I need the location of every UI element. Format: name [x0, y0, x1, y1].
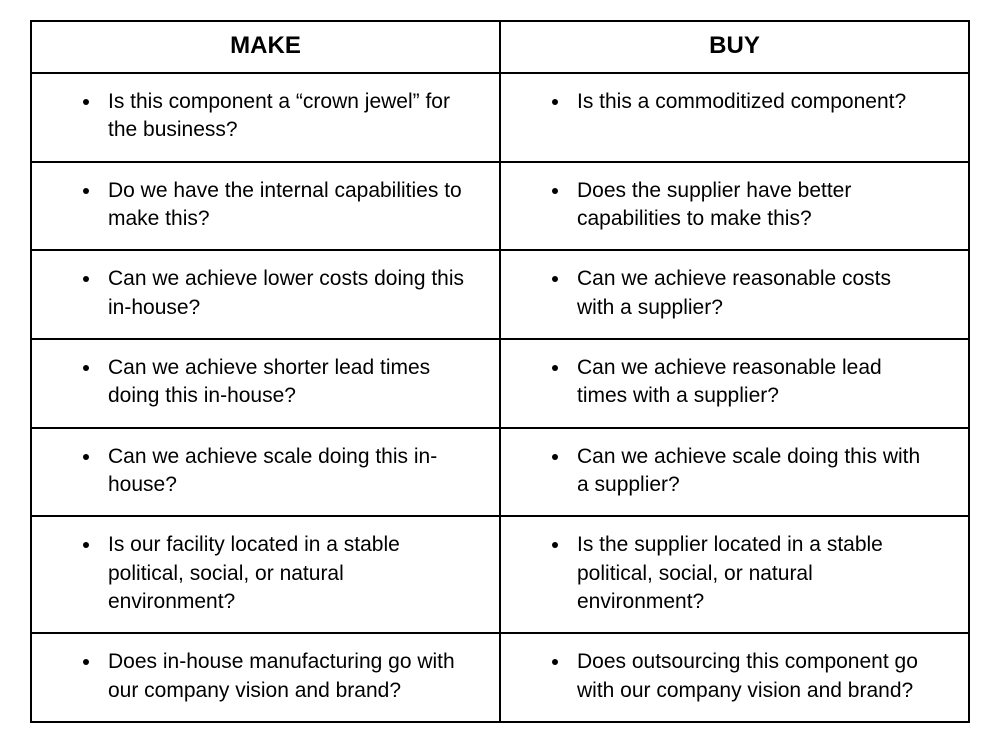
column-header-buy: BUY	[500, 21, 969, 73]
make-cell: Does in-house manufacturing go with our …	[31, 633, 500, 722]
make-bullet-list: Can we achieve lower costs doing this in…	[56, 265, 475, 322]
make-cell: Can we achieve lower costs doing this in…	[31, 250, 500, 339]
buy-cell: Can we achieve reasonable lead times wit…	[500, 339, 969, 428]
make-bullet-list: Is our facility located in a stable poli…	[56, 531, 475, 616]
list-item: Can we achieve scale doing this in-house…	[102, 443, 475, 500]
buy-cell: Is the supplier located in a stable poli…	[500, 516, 969, 633]
table-row: Do we have the internal capabilities to …	[31, 162, 969, 251]
list-item: Is our facility located in a stable poli…	[102, 531, 475, 616]
make-cell: Is our facility located in a stable poli…	[31, 516, 500, 633]
buy-bullet-list: Does outsourcing this component go with …	[525, 648, 944, 705]
list-item: Does in-house manufacturing go with our …	[102, 648, 475, 705]
buy-cell: Can we achieve scale doing this with a s…	[500, 428, 969, 517]
list-item: Does outsourcing this component go with …	[571, 648, 944, 705]
make-bullet-list: Is this component a “crown jewel” for th…	[56, 88, 475, 145]
table-header-row: MAKE BUY	[31, 21, 969, 73]
table-row: Is our facility located in a stable poli…	[31, 516, 969, 633]
table-row: Can we achieve shorter lead times doing …	[31, 339, 969, 428]
make-cell: Can we achieve shorter lead times doing …	[31, 339, 500, 428]
list-item: Can we achieve shorter lead times doing …	[102, 354, 475, 411]
buy-bullet-list: Is this a commoditized component?	[525, 88, 944, 116]
column-header-make: MAKE	[31, 21, 500, 73]
table-row: Does in-house manufacturing go with our …	[31, 633, 969, 722]
list-item: Is this component a “crown jewel” for th…	[102, 88, 475, 145]
list-item: Is the supplier located in a stable poli…	[571, 531, 944, 616]
list-item: Is this a commoditized component?	[571, 88, 944, 116]
make-bullet-list: Can we achieve shorter lead times doing …	[56, 354, 475, 411]
buy-bullet-list: Does the supplier have better capabiliti…	[525, 177, 944, 234]
list-item: Can we achieve reasonable lead times wit…	[571, 354, 944, 411]
buy-cell: Does the supplier have better capabiliti…	[500, 162, 969, 251]
buy-cell: Is this a commoditized component?	[500, 73, 969, 162]
list-item: Does the supplier have better capabiliti…	[571, 177, 944, 234]
make-bullet-list: Do we have the internal capabilities to …	[56, 177, 475, 234]
buy-cell: Can we achieve reasonable costs with a s…	[500, 250, 969, 339]
list-item: Do we have the internal capabilities to …	[102, 177, 475, 234]
page: MAKE BUY Is this component a “crown jewe…	[0, 0, 1000, 743]
buy-bullet-list: Can we achieve reasonable costs with a s…	[525, 265, 944, 322]
list-item: Can we achieve scale doing this with a s…	[571, 443, 944, 500]
buy-bullet-list: Can we achieve scale doing this with a s…	[525, 443, 944, 500]
table-row: Can we achieve scale doing this in-house…	[31, 428, 969, 517]
make-cell: Is this component a “crown jewel” for th…	[31, 73, 500, 162]
buy-cell: Does outsourcing this component go with …	[500, 633, 969, 722]
make-cell: Do we have the internal capabilities to …	[31, 162, 500, 251]
list-item: Can we achieve reasonable costs with a s…	[571, 265, 944, 322]
buy-bullet-list: Can we achieve reasonable lead times wit…	[525, 354, 944, 411]
make-bullet-list: Can we achieve scale doing this in-house…	[56, 443, 475, 500]
make-cell: Can we achieve scale doing this in-house…	[31, 428, 500, 517]
table-row: Is this component a “crown jewel” for th…	[31, 73, 969, 162]
buy-bullet-list: Is the supplier located in a stable poli…	[525, 531, 944, 616]
table-row: Can we achieve lower costs doing this in…	[31, 250, 969, 339]
make-bullet-list: Does in-house manufacturing go with our …	[56, 648, 475, 705]
list-item: Can we achieve lower costs doing this in…	[102, 265, 475, 322]
make-buy-table: MAKE BUY Is this component a “crown jewe…	[30, 20, 970, 723]
